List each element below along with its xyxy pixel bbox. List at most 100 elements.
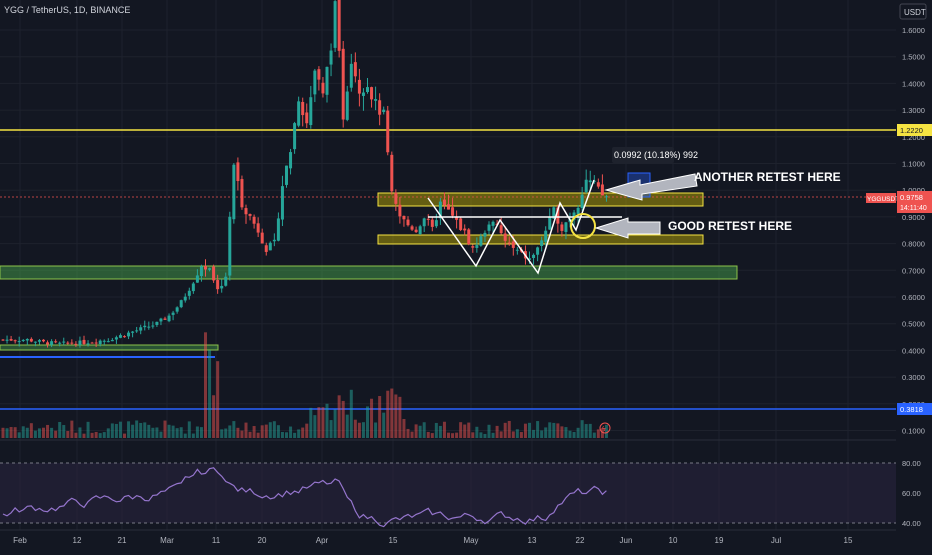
- symbol-header: YGG / TetherUS, 1D, BINANCE: [4, 5, 130, 15]
- time-tick-label: 22: [576, 536, 585, 545]
- candle-body: [402, 215, 406, 220]
- candle-body: [195, 275, 199, 283]
- time-axis[interactable]: Feb 12 21 Mar 11 20 Apr 15 May 13 22 Jun 10 19 Jul 15: [13, 536, 853, 545]
- volume-bar: [390, 388, 394, 438]
- candle-body: [70, 342, 74, 344]
- volume-bar: [584, 424, 588, 438]
- candle-body: [155, 321, 159, 325]
- candle-body: [199, 266, 203, 277]
- volume-bar: [179, 427, 183, 438]
- volume-bar: [285, 432, 288, 438]
- volume-bar: [37, 428, 41, 438]
- countdown-text: 14:11:40: [900, 205, 927, 212]
- candle-body: [208, 268, 212, 270]
- candle-body: [139, 327, 143, 331]
- volume-bar: [532, 429, 536, 438]
- price-tick-label: 1.1000: [902, 160, 925, 169]
- price-axis[interactable]: [896, 0, 932, 550]
- volume-bar: [382, 412, 386, 438]
- volume-bar: [568, 430, 572, 438]
- volume-bar: [46, 424, 50, 438]
- volume-bar: [127, 421, 131, 438]
- candle-body: [58, 342, 62, 344]
- volume-bar: [475, 426, 479, 438]
- rsi-tick-label: 80.00: [902, 459, 921, 468]
- candle-body: [479, 236, 483, 246]
- volume-bar: [90, 432, 94, 438]
- volume-bar: [74, 432, 78, 438]
- volume-bar: [325, 403, 329, 438]
- rsi-tick-label: 40.00: [902, 519, 921, 528]
- volume-bar: [479, 432, 483, 438]
- candle-body: [224, 276, 228, 286]
- candle-body: [382, 109, 386, 113]
- volume-bar: [280, 431, 284, 438]
- candle-body: [244, 208, 248, 215]
- volume-bar: [536, 421, 540, 438]
- candle-body: [1, 339, 5, 341]
- candle-body: [50, 341, 54, 345]
- volume-bar: [337, 395, 341, 438]
- volume-bar: [106, 428, 110, 438]
- volume-bar: [66, 430, 70, 438]
- candle-body: [9, 339, 13, 341]
- candle-body: [475, 245, 479, 248]
- candle-body: [511, 241, 515, 248]
- volume-bar: [131, 424, 135, 438]
- volume-bar: [183, 433, 187, 438]
- candle-body: [163, 318, 167, 320]
- time-tick-label: 10: [669, 536, 678, 545]
- currency-badge[interactable]: [899, 3, 927, 20]
- volume-bar: [523, 423, 527, 438]
- volume-bar: [114, 423, 118, 438]
- candle-body: [317, 69, 321, 80]
- volume-bar: [1, 427, 5, 438]
- volume-bar: [220, 429, 224, 438]
- volume-bar: [430, 433, 434, 438]
- another-retest-arrow: [604, 173, 698, 201]
- candle-body: [29, 338, 33, 342]
- candle-body: [240, 179, 244, 208]
- price-tick-label: 0.5000: [902, 320, 925, 329]
- volume-bar: [604, 424, 608, 438]
- candle-body: [272, 239, 276, 242]
- candle-body: [349, 63, 353, 88]
- price-tick-label: 1.2000: [902, 133, 925, 142]
- candle-body: [309, 97, 313, 126]
- candle-body: [248, 214, 252, 216]
- candle-body: [54, 341, 58, 343]
- volume-bar: [552, 422, 556, 438]
- grid: [0, 0, 896, 530]
- candle-body: [552, 207, 556, 219]
- volume-bar: [118, 421, 122, 438]
- candle-body: [260, 232, 264, 244]
- volume-bar: [33, 430, 37, 438]
- candle-body: [25, 338, 29, 341]
- candle-body: [175, 307, 179, 312]
- alert-icon[interactable]: [599, 422, 611, 434]
- candle-body: [463, 228, 467, 231]
- another-retest-text: ANOTHER RETEST HERE: [694, 170, 841, 184]
- volume-bar: [151, 427, 155, 438]
- volume-bar: [455, 432, 459, 438]
- candle-body: [556, 207, 560, 224]
- candle-body: [455, 216, 459, 220]
- time-tick-label: Mar: [160, 536, 174, 545]
- volume-bar: [228, 425, 232, 438]
- candle-body: [572, 212, 576, 220]
- time-tick-label: May: [463, 536, 478, 545]
- candles: [1, 0, 608, 348]
- candle-body: [341, 48, 345, 120]
- candle-body: [370, 87, 374, 100]
- volume-bar: [317, 407, 321, 438]
- volume-bar: [260, 425, 264, 438]
- volume-bar: [471, 432, 475, 438]
- volume-bar: [398, 396, 402, 438]
- volume-bar: [560, 426, 564, 438]
- volume-bar: [301, 427, 305, 438]
- candle-body: [418, 226, 422, 235]
- candle-body: [159, 318, 163, 322]
- volume-bar: [426, 431, 430, 438]
